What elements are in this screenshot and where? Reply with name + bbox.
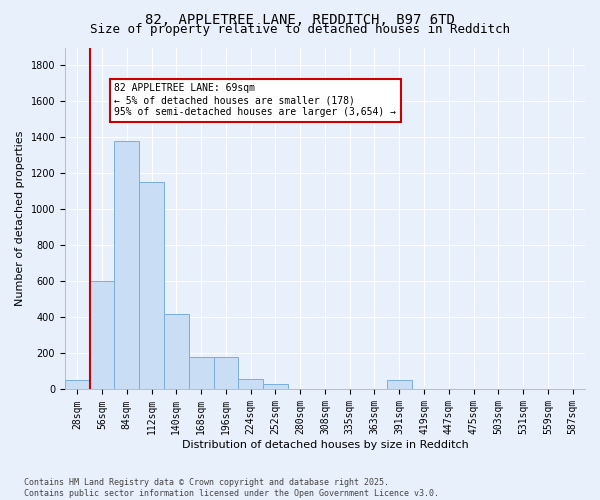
X-axis label: Distribution of detached houses by size in Redditch: Distribution of detached houses by size … (182, 440, 469, 450)
Bar (115, 141, 139, 390)
Bar (263, 384, 288, 390)
Text: Size of property relative to detached houses in Redditch: Size of property relative to detached ho… (90, 22, 510, 36)
Bar (89, 282, 115, 390)
Text: 82 APPLETREE LANE: 69sqm
← 5% of detached houses are smaller (178)
95% of semi-d: 82 APPLETREE LANE: 69sqm ← 5% of detache… (115, 84, 397, 116)
Bar (65, 380, 89, 390)
Bar (189, 357, 214, 390)
Bar (238, 378, 263, 390)
Bar (387, 380, 412, 390)
Bar (164, 314, 189, 390)
Bar (214, 357, 238, 390)
Text: 82, APPLETREE LANE, REDDITCH, B97 6TD: 82, APPLETREE LANE, REDDITCH, B97 6TD (145, 12, 455, 26)
Bar (139, 182, 164, 390)
Y-axis label: Number of detached properties: Number of detached properties (15, 131, 25, 306)
Text: Contains HM Land Registry data © Crown copyright and database right 2025.
Contai: Contains HM Land Registry data © Crown c… (24, 478, 439, 498)
